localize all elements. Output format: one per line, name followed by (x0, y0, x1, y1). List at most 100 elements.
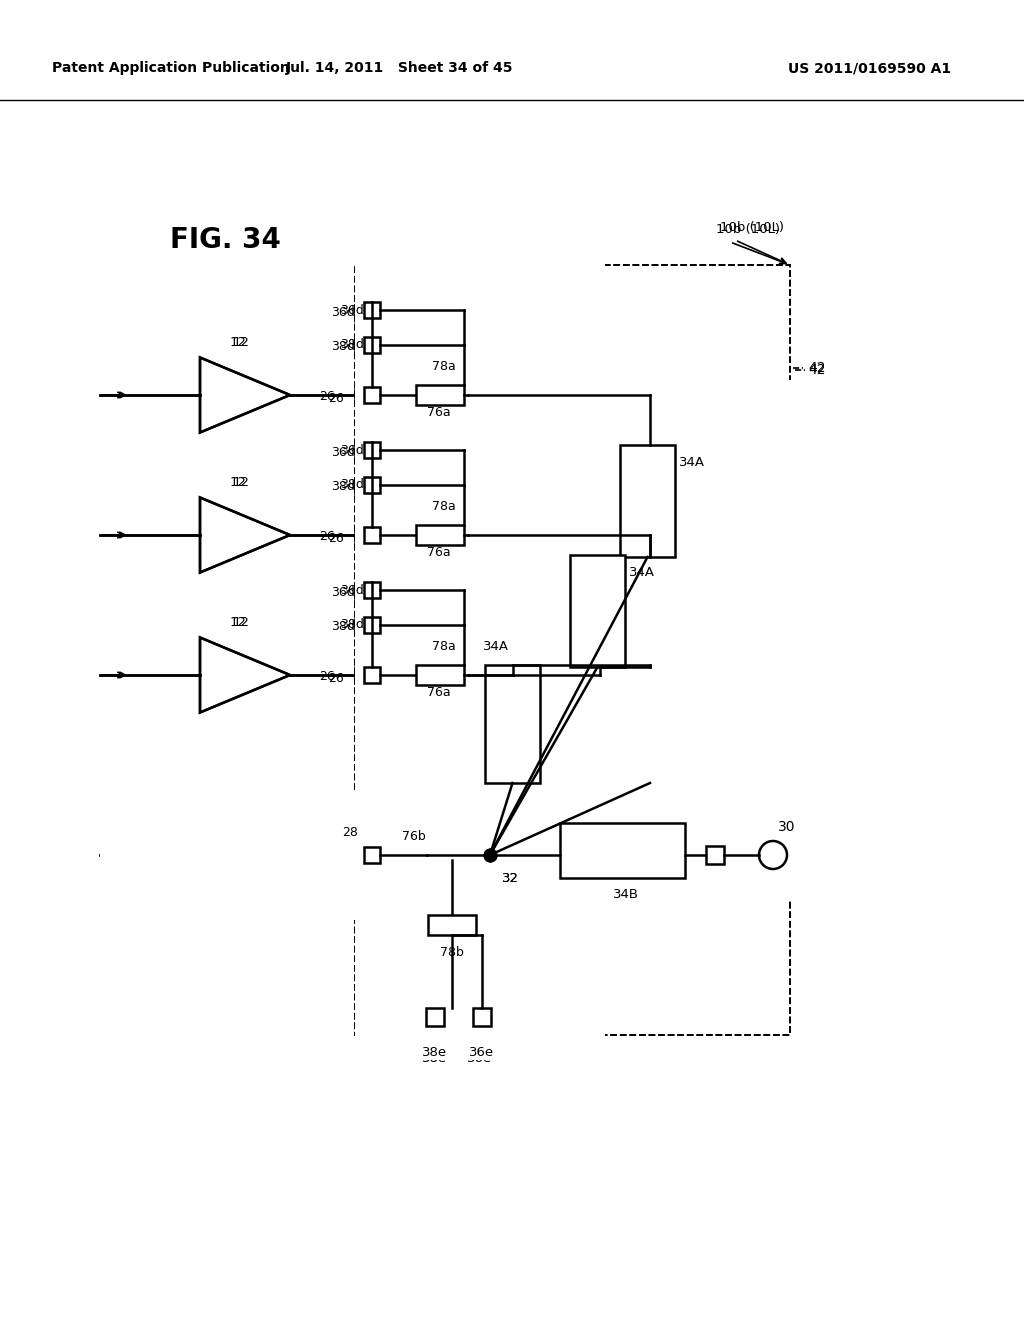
Text: 42: 42 (808, 360, 825, 375)
Text: 26: 26 (319, 671, 335, 684)
Text: 12: 12 (230, 477, 247, 490)
Bar (416, 385, 464, 405)
Bar (560, 822, 685, 878)
Text: 34A: 34A (548, 672, 574, 685)
Bar (355, 445, 371, 461)
Bar (413, 525, 463, 545)
Text: 34A: 34A (483, 640, 509, 653)
Text: 32: 32 (502, 870, 519, 883)
Bar (355, 527, 371, 543)
Bar (364, 582, 380, 598)
Bar (364, 527, 380, 543)
Text: 32: 32 (502, 873, 519, 886)
Bar (426, 1011, 444, 1030)
Bar (364, 616, 380, 634)
Bar (460, 810, 840, 890)
Text: 76a: 76a (427, 407, 451, 420)
Text: 36d: 36d (331, 306, 355, 319)
Text: 26: 26 (329, 392, 344, 404)
Text: 34A: 34A (679, 457, 705, 470)
Bar (355, 387, 371, 403)
Text: US 2011/0169590 A1: US 2011/0169590 A1 (788, 61, 951, 75)
Text: 12: 12 (233, 477, 250, 490)
Text: 38d: 38d (340, 479, 364, 491)
Bar (423, 907, 473, 927)
Text: 78a: 78a (432, 500, 456, 513)
Bar (100, 789, 380, 920)
Text: 76a: 76a (413, 546, 436, 560)
Text: 12: 12 (230, 337, 247, 350)
Bar (355, 479, 371, 495)
Text: 32: 32 (502, 873, 519, 886)
Text: 78a: 78a (432, 360, 456, 374)
Bar (355, 619, 371, 635)
Bar (625, 395, 677, 506)
Bar (460, 380, 810, 900)
Text: FIG. 34: FIG. 34 (170, 226, 281, 253)
Bar (355, 260, 605, 1060)
Bar (428, 915, 476, 935)
Text: 26: 26 (319, 391, 335, 404)
Text: 34B: 34B (612, 890, 639, 903)
Bar (706, 846, 724, 865)
Text: 28: 28 (342, 826, 358, 840)
Text: 30: 30 (778, 820, 796, 834)
Text: 36d: 36d (340, 583, 364, 597)
Text: 76a: 76a (413, 686, 436, 700)
Bar (565, 535, 617, 645)
Text: Jul. 14, 2011   Sheet 34 of 45: Jul. 14, 2011 Sheet 34 of 45 (287, 61, 514, 75)
Text: 34A: 34A (629, 566, 655, 579)
Bar (416, 665, 464, 685)
Text: 38e: 38e (423, 1047, 447, 1060)
Bar (355, 339, 371, 355)
Bar (355, 265, 790, 1035)
Text: 38d: 38d (331, 480, 355, 494)
Bar (495, 665, 547, 780)
Bar (364, 477, 380, 492)
Bar (570, 554, 625, 667)
Text: 14: 14 (220, 793, 237, 807)
Text: 10b (10L): 10b (10L) (716, 223, 780, 236)
Text: 76a: 76a (427, 546, 451, 560)
Bar (355, 585, 371, 601)
Text: 36d: 36d (331, 446, 355, 459)
Bar (355, 847, 371, 863)
Bar (706, 846, 724, 865)
Text: 34A: 34A (618, 539, 644, 552)
Text: 78a: 78a (426, 640, 450, 653)
Text: Patent Application Publication: Patent Application Publication (52, 61, 290, 75)
Bar (426, 1008, 444, 1026)
Bar (473, 1008, 490, 1026)
Text: 34A: 34A (680, 404, 706, 417)
Text: 12: 12 (233, 337, 250, 350)
Bar (620, 445, 675, 557)
Text: 76a: 76a (427, 686, 451, 700)
Text: 14: 14 (220, 793, 237, 807)
Text: 12: 12 (233, 616, 250, 630)
Text: 38e: 38e (423, 1052, 447, 1064)
Text: 26: 26 (329, 672, 344, 685)
Text: 36e: 36e (469, 1047, 495, 1060)
Bar (471, 1011, 489, 1030)
Text: 36d: 36d (340, 304, 364, 317)
Text: 36e: 36e (467, 1052, 493, 1064)
Text: 30: 30 (778, 822, 796, 836)
Text: 10b (10L): 10b (10L) (720, 222, 784, 235)
Text: 76b: 76b (398, 830, 422, 843)
Text: 26: 26 (329, 532, 344, 544)
Text: 38d: 38d (340, 619, 364, 631)
Text: 12: 12 (230, 616, 247, 630)
Bar (355, 265, 790, 1035)
Text: 38d: 38d (331, 620, 355, 634)
Text: 34B: 34B (612, 887, 639, 900)
Bar (364, 302, 380, 318)
Bar (413, 665, 463, 685)
Bar (485, 665, 540, 783)
Bar (364, 847, 380, 863)
Text: 36d: 36d (340, 444, 364, 457)
Text: 42: 42 (808, 363, 825, 378)
Bar (364, 667, 380, 682)
Bar (413, 385, 463, 405)
Bar (560, 822, 685, 878)
Bar (355, 305, 371, 321)
